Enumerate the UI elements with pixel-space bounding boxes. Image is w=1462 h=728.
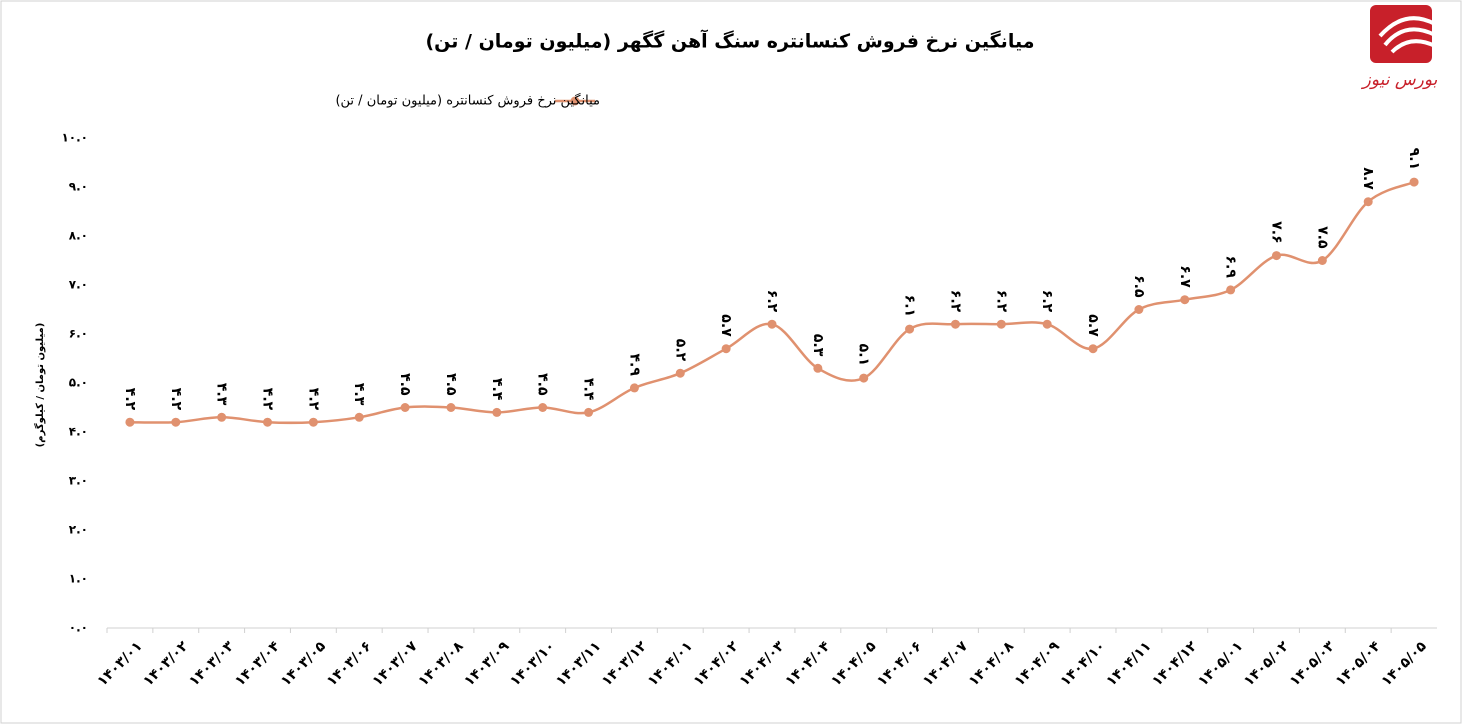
legend-marker [570, 96, 580, 106]
point [1271, 251, 1281, 261]
point [1134, 305, 1144, 314]
data-label: ۴.۳ [351, 383, 367, 406]
y-tick-label: ۵.۰ [69, 376, 88, 390]
point [996, 319, 1006, 329]
point [859, 373, 869, 383]
point [400, 403, 410, 412]
y-tick-label: ۲.۰ [69, 523, 88, 537]
y-tick-label: ۹.۰ [69, 180, 88, 194]
point [1226, 285, 1236, 295]
data-label: ۴.۲ [260, 388, 276, 411]
chart-title: میانگین نرخ فروش کنسانتره سنگ آهن گگهر (… [426, 29, 1035, 53]
data-label: ۴.۴ [489, 378, 505, 401]
data-label: ۵.۷ [718, 314, 734, 337]
point [675, 368, 685, 378]
point [263, 417, 273, 427]
data-label: ۵.۳ [810, 334, 826, 357]
logo-text: بورس نیوز [1361, 70, 1438, 90]
point [308, 417, 318, 427]
y-tick-label: ۴.۰ [69, 425, 88, 439]
point [354, 412, 364, 422]
point [629, 383, 639, 393]
point [1180, 295, 1190, 305]
point [1088, 344, 1098, 354]
point [538, 403, 548, 412]
y-tick-label: ۸.۰ [69, 229, 88, 243]
data-label: ۷.۵ [1314, 226, 1330, 249]
point [1317, 256, 1327, 265]
y-tick-label: ۰.۰ [69, 621, 88, 635]
data-label: ۵.۱ [856, 344, 872, 366]
data-label: ۵.۷ [1085, 314, 1101, 337]
data-label: ۶.۷ [1177, 265, 1193, 288]
point [813, 363, 823, 373]
point [721, 344, 731, 354]
data-label: ۶.۵ [1131, 275, 1147, 298]
data-label: ۴.۲ [168, 388, 184, 411]
data-label: ۹.۱ [1406, 148, 1422, 170]
point [217, 412, 227, 422]
data-label: ۴.۵ [397, 373, 413, 396]
legend-label: میانگین نرخ فروش کنسانتره (میلیون تومان … [335, 93, 600, 109]
point [1042, 319, 1052, 329]
point [171, 417, 181, 427]
point [905, 324, 915, 334]
y-tick-label: ۱۰.۰ [61, 131, 88, 145]
point [950, 319, 960, 329]
data-label: ۴.۳ [214, 383, 230, 406]
data-label: ۶.۱ [902, 295, 918, 317]
y-axis-label: (میلیون تومان / کیلوگرم) [33, 323, 46, 448]
data-label: ۴.۹ [626, 353, 642, 376]
data-label: ۵.۲ [672, 339, 688, 362]
point [1409, 177, 1419, 187]
data-label: ۴.۲ [122, 388, 138, 411]
point [446, 403, 456, 412]
data-label: ۴.۵ [535, 373, 551, 396]
data-label: ۶.۲ [993, 290, 1009, 313]
y-tick-label: ۷.۰ [69, 278, 88, 292]
y-tick-label: ۶.۰ [69, 327, 88, 341]
logo: بورس نیوز [1361, 5, 1438, 90]
data-label: ۴.۲ [305, 388, 321, 411]
y-tick-label: ۳.۰ [69, 474, 88, 488]
point [767, 319, 777, 329]
data-label: ۶.۹ [1223, 255, 1239, 278]
point [584, 407, 594, 417]
data-label: ۷.۶ [1268, 221, 1284, 243]
data-label: ۸.۷ [1360, 167, 1376, 190]
data-label: ۶.۲ [947, 290, 963, 313]
point [1363, 197, 1373, 207]
logo-stripes [1378, 16, 1436, 54]
data-label: ۶.۲ [764, 290, 780, 313]
data-label: ۴.۵ [443, 373, 459, 396]
data-label: ۴.۴ [581, 378, 597, 401]
data-label: ۶.۲ [1039, 290, 1055, 313]
point [492, 407, 502, 417]
series-line [129, 180, 1415, 425]
y-tick-label: ۱.۰ [69, 572, 88, 586]
point [125, 417, 135, 427]
